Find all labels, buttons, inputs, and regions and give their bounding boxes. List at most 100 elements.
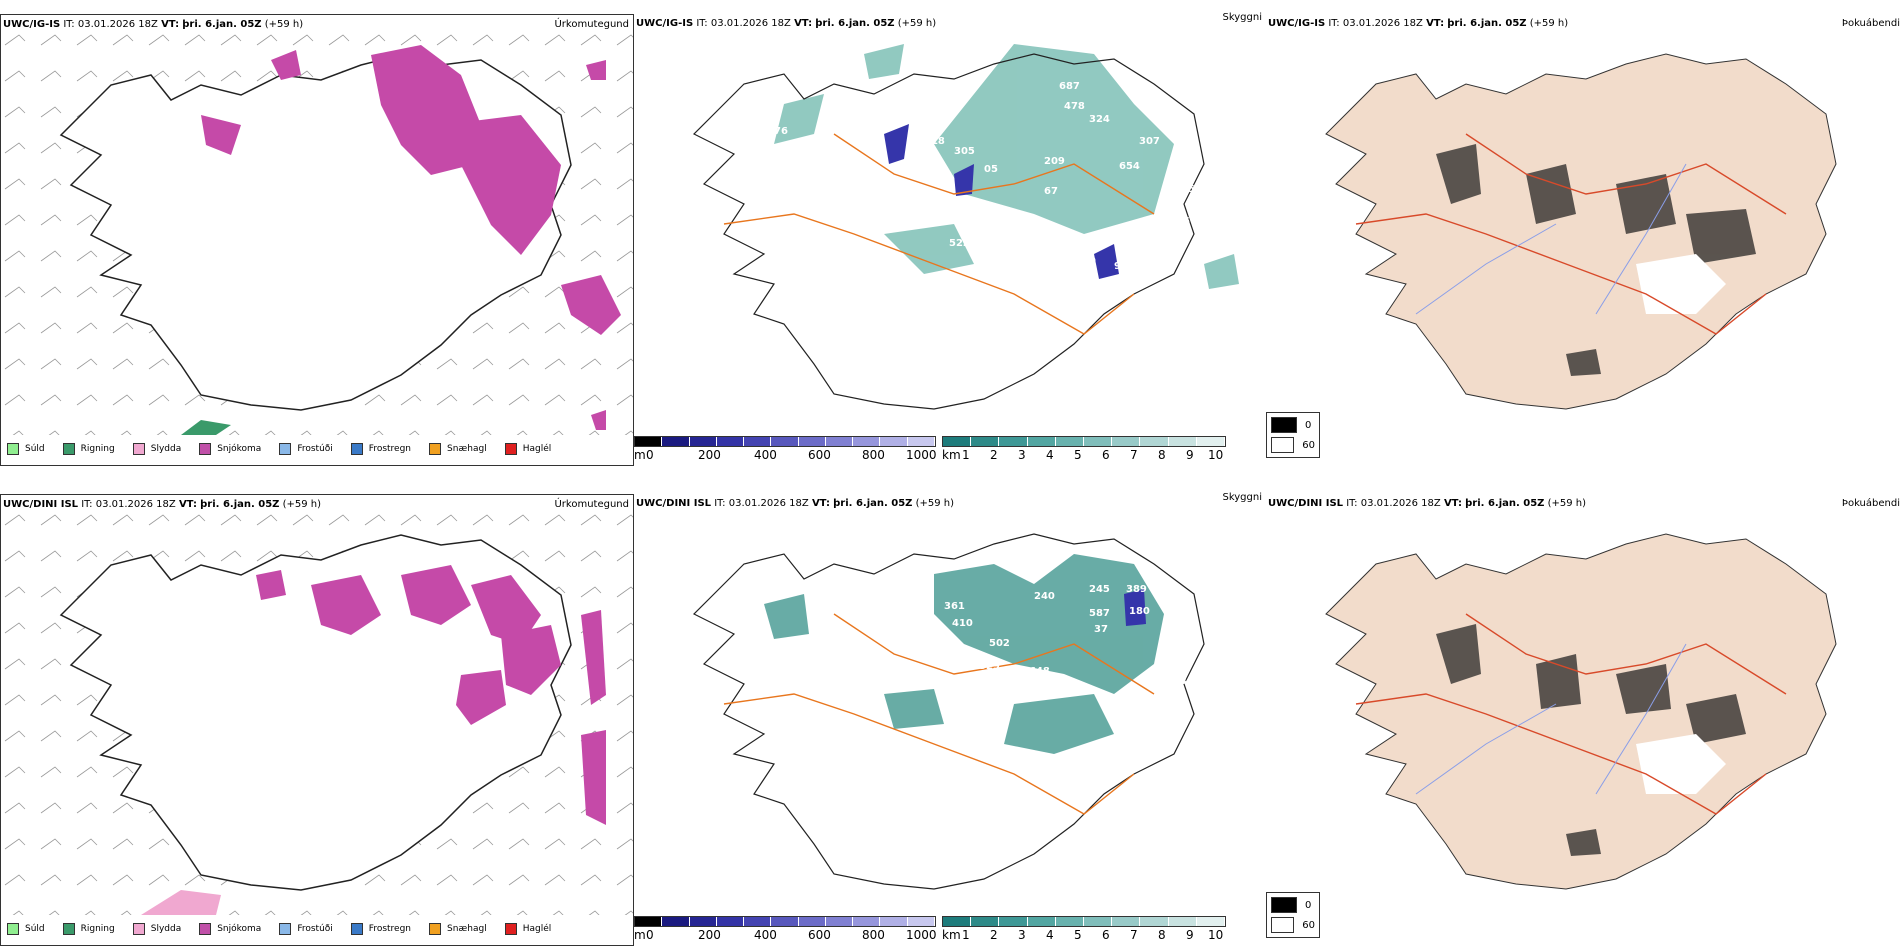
model-name: UWC/IG-IS [1268, 18, 1326, 29]
legend-label: Slydda [150, 924, 182, 934]
legend-item: Haglél [504, 443, 551, 455]
model-name: UWC/IG-IS [3, 19, 61, 30]
height-label: 389 [1126, 584, 1147, 595]
elevation-tick: 600 [808, 448, 831, 462]
elevation-tick: 400 [754, 928, 777, 942]
vt-label: VT: [794, 18, 813, 29]
legend-item: Snjókoma [199, 443, 261, 455]
it-label: IT: [1346, 498, 1358, 509]
elevation-tick: 800 [862, 448, 885, 462]
visibility-tick: 2 [990, 448, 998, 462]
vt-value: þri. 6.jan. 05Z [1447, 18, 1527, 29]
height-labels: 76 188 305 318 05 209 67 478 687 324 307… [774, 81, 1195, 272]
visibility-tick: 6 [1102, 928, 1110, 942]
elevation-tick: 200 [698, 928, 721, 942]
panel-title-cloud-1: UWC/IG-IS IT: 03.01.2026 18Z VT: þri. 6.… [636, 18, 936, 29]
fog-swatch [1271, 897, 1297, 913]
it-value: 03.01.2026 18Z [95, 499, 176, 510]
legend-swatch [504, 443, 517, 455]
precip-legend-2: Súld Rigning Slydda Snjókoma Frostúði Fr… [7, 923, 569, 935]
visibility-tick: 1 [962, 928, 970, 942]
legend-label: Snæhagl [447, 444, 487, 454]
fog-swatch [1271, 437, 1295, 453]
visibility-tick: 4 [1046, 448, 1054, 462]
legend-item: Súld [7, 443, 45, 455]
height-label: 20 [1082, 256, 1096, 267]
iceland-outline [59, 534, 572, 891]
elevation-scale-bar [634, 436, 936, 447]
vt-label: VT: [811, 498, 830, 509]
legend-item: Slydda [132, 443, 181, 455]
legend-item: Slydda [132, 923, 182, 935]
legend-label: Súld [25, 444, 45, 454]
visibility-tick: 3 [1018, 448, 1026, 462]
lead-time: (+59 h) [915, 498, 955, 509]
visibility-tick: 9 [1186, 928, 1194, 942]
elevation-tick: 600 [808, 928, 831, 942]
panel-name-fog-2: Þokuábendi [1841, 498, 1900, 509]
it-value: 03.01.2026 18Z [728, 498, 809, 509]
fog-label: 60 [1302, 439, 1315, 451]
fog-panel-2: UWC/DINI ISL IT: 03.01.2026 18Z VT: þri.… [1266, 494, 1900, 944]
height-label: 410 [952, 618, 973, 629]
cloud-map-2: 361 410 240 245 389 587 180 37 502 329 3… [692, 533, 1205, 890]
it-value: 03.01.2026 18Z [710, 18, 791, 29]
elevation-unit: m [634, 928, 646, 942]
model-name: UWC/DINI ISL [3, 499, 79, 510]
fog-swatch [1271, 417, 1297, 433]
legend-swatch [429, 443, 442, 455]
elevation-tick: 0 [646, 448, 654, 462]
visibility-scale-bar [942, 436, 1226, 447]
height-label: 478 [1064, 101, 1085, 112]
row-1: UWC/IG-IS IT: 03.01.2026 18Z VT: þri. 6.… [0, 0, 1900, 470]
legend-swatch [429, 923, 442, 935]
fog-legend-item: 60 [1271, 917, 1315, 933]
height-label: 245 [1089, 584, 1110, 595]
visibility-scale-2: km 1 2 3 4 5 6 7 8 9 10 [942, 916, 1226, 942]
height-label: 305 [954, 146, 975, 157]
visibility-tick: 4 [1046, 928, 1054, 942]
panel-name-cloud-2: Skyggni [1222, 492, 1262, 503]
legend-item: Rigning [62, 443, 115, 455]
vt-value: þri. 6.jan. 05Z [815, 18, 895, 29]
glacier-white [1636, 734, 1726, 794]
visibility-unit: km [942, 928, 961, 942]
legend-label: Frostregn [368, 924, 412, 934]
roads [1355, 133, 1787, 335]
legend-swatch [350, 443, 363, 455]
legend-label: Frostúði [297, 924, 333, 934]
panel-title-fog-2: UWC/DINI ISL IT: 03.01.2026 18Z VT: þri.… [1268, 498, 1586, 509]
height-label: 180 [1129, 606, 1150, 617]
model-name: UWC/IG-IS [636, 18, 694, 29]
fog-legend-2: 0 60 [1266, 892, 1320, 938]
row-2: UWC/DINI ISL IT: 03.01.2026 18Z VT: þri.… [0, 480, 1900, 950]
height-label: 361 [944, 601, 965, 612]
elevation-tick: 0 [646, 928, 654, 942]
it-value: 03.01.2026 18Z [1342, 18, 1423, 29]
height-label: 687 [1059, 81, 1080, 92]
panel-name-cloud-1: Skyggni [1222, 12, 1262, 23]
visibility-tick: 8 [1158, 928, 1166, 942]
visibility-tick: 8 [1158, 448, 1166, 462]
panel-title-precip-1: UWC/IG-IS IT: 03.01.2026 18Z VT: þri. 6.… [3, 19, 303, 30]
legend-swatch [199, 443, 212, 455]
cloud-map-1: 76 188 305 318 05 209 67 478 687 324 307… [692, 44, 1239, 410]
legend-item: Frostregn [350, 923, 412, 935]
height-label: 324 [1089, 114, 1110, 125]
legend-item: Rigning [62, 923, 115, 935]
cloud-panel-2: 361 410 240 245 389 587 180 37 502 329 3… [634, 492, 1320, 944]
elevated-areas [884, 124, 1119, 279]
precip-map-2 [1, 495, 633, 915]
fog-legend-item: 0 [1271, 417, 1315, 433]
roads [1355, 613, 1787, 815]
precip-panel-1: UWC/IG-IS IT: 03.01.2026 18Z VT: þri. 6.… [0, 14, 634, 466]
panel-title-precip-2: UWC/DINI ISL IT: 03.01.2026 18Z VT: þri.… [3, 499, 321, 510]
legend-item: Snæhagl [429, 923, 487, 935]
height-label: 654 [1119, 161, 1140, 172]
legend-item: Frostúði [279, 923, 333, 935]
low-cloud-areas [764, 554, 1164, 754]
height-label: 37 [1094, 624, 1108, 635]
legend-item: Snjókoma [199, 923, 261, 935]
height-labels: 361 410 240 245 389 587 180 37 502 329 3… [944, 584, 1195, 739]
it-label: IT: [81, 499, 93, 510]
